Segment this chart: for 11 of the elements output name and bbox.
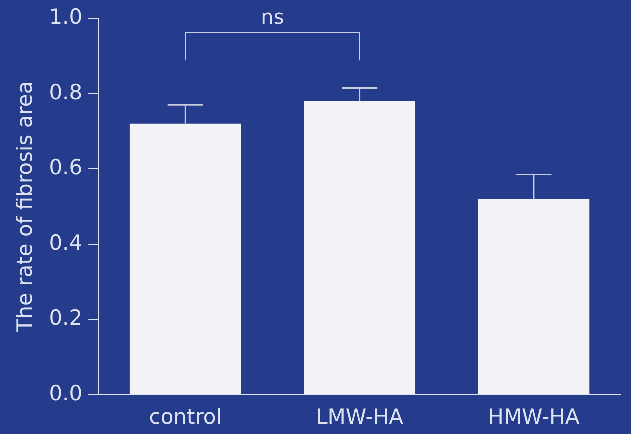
y-tick-label: 0.2 [49,306,83,330]
y-tick-label: 0.0 [49,381,83,406]
x-tick-label: LMW-HA [316,404,404,429]
annotation: ns [261,4,284,29]
x-tick-label: HMW-HA [488,404,580,429]
y-tick-label: 0.6 [49,156,83,180]
y-tick-label: 0.8 [49,80,83,104]
y-axis-title: The rate of fibrosis area [13,81,38,334]
x-tick-label: control [149,404,222,429]
y-tick-label: 0.4 [49,230,83,255]
y-tick-label: 1.0 [49,5,83,30]
